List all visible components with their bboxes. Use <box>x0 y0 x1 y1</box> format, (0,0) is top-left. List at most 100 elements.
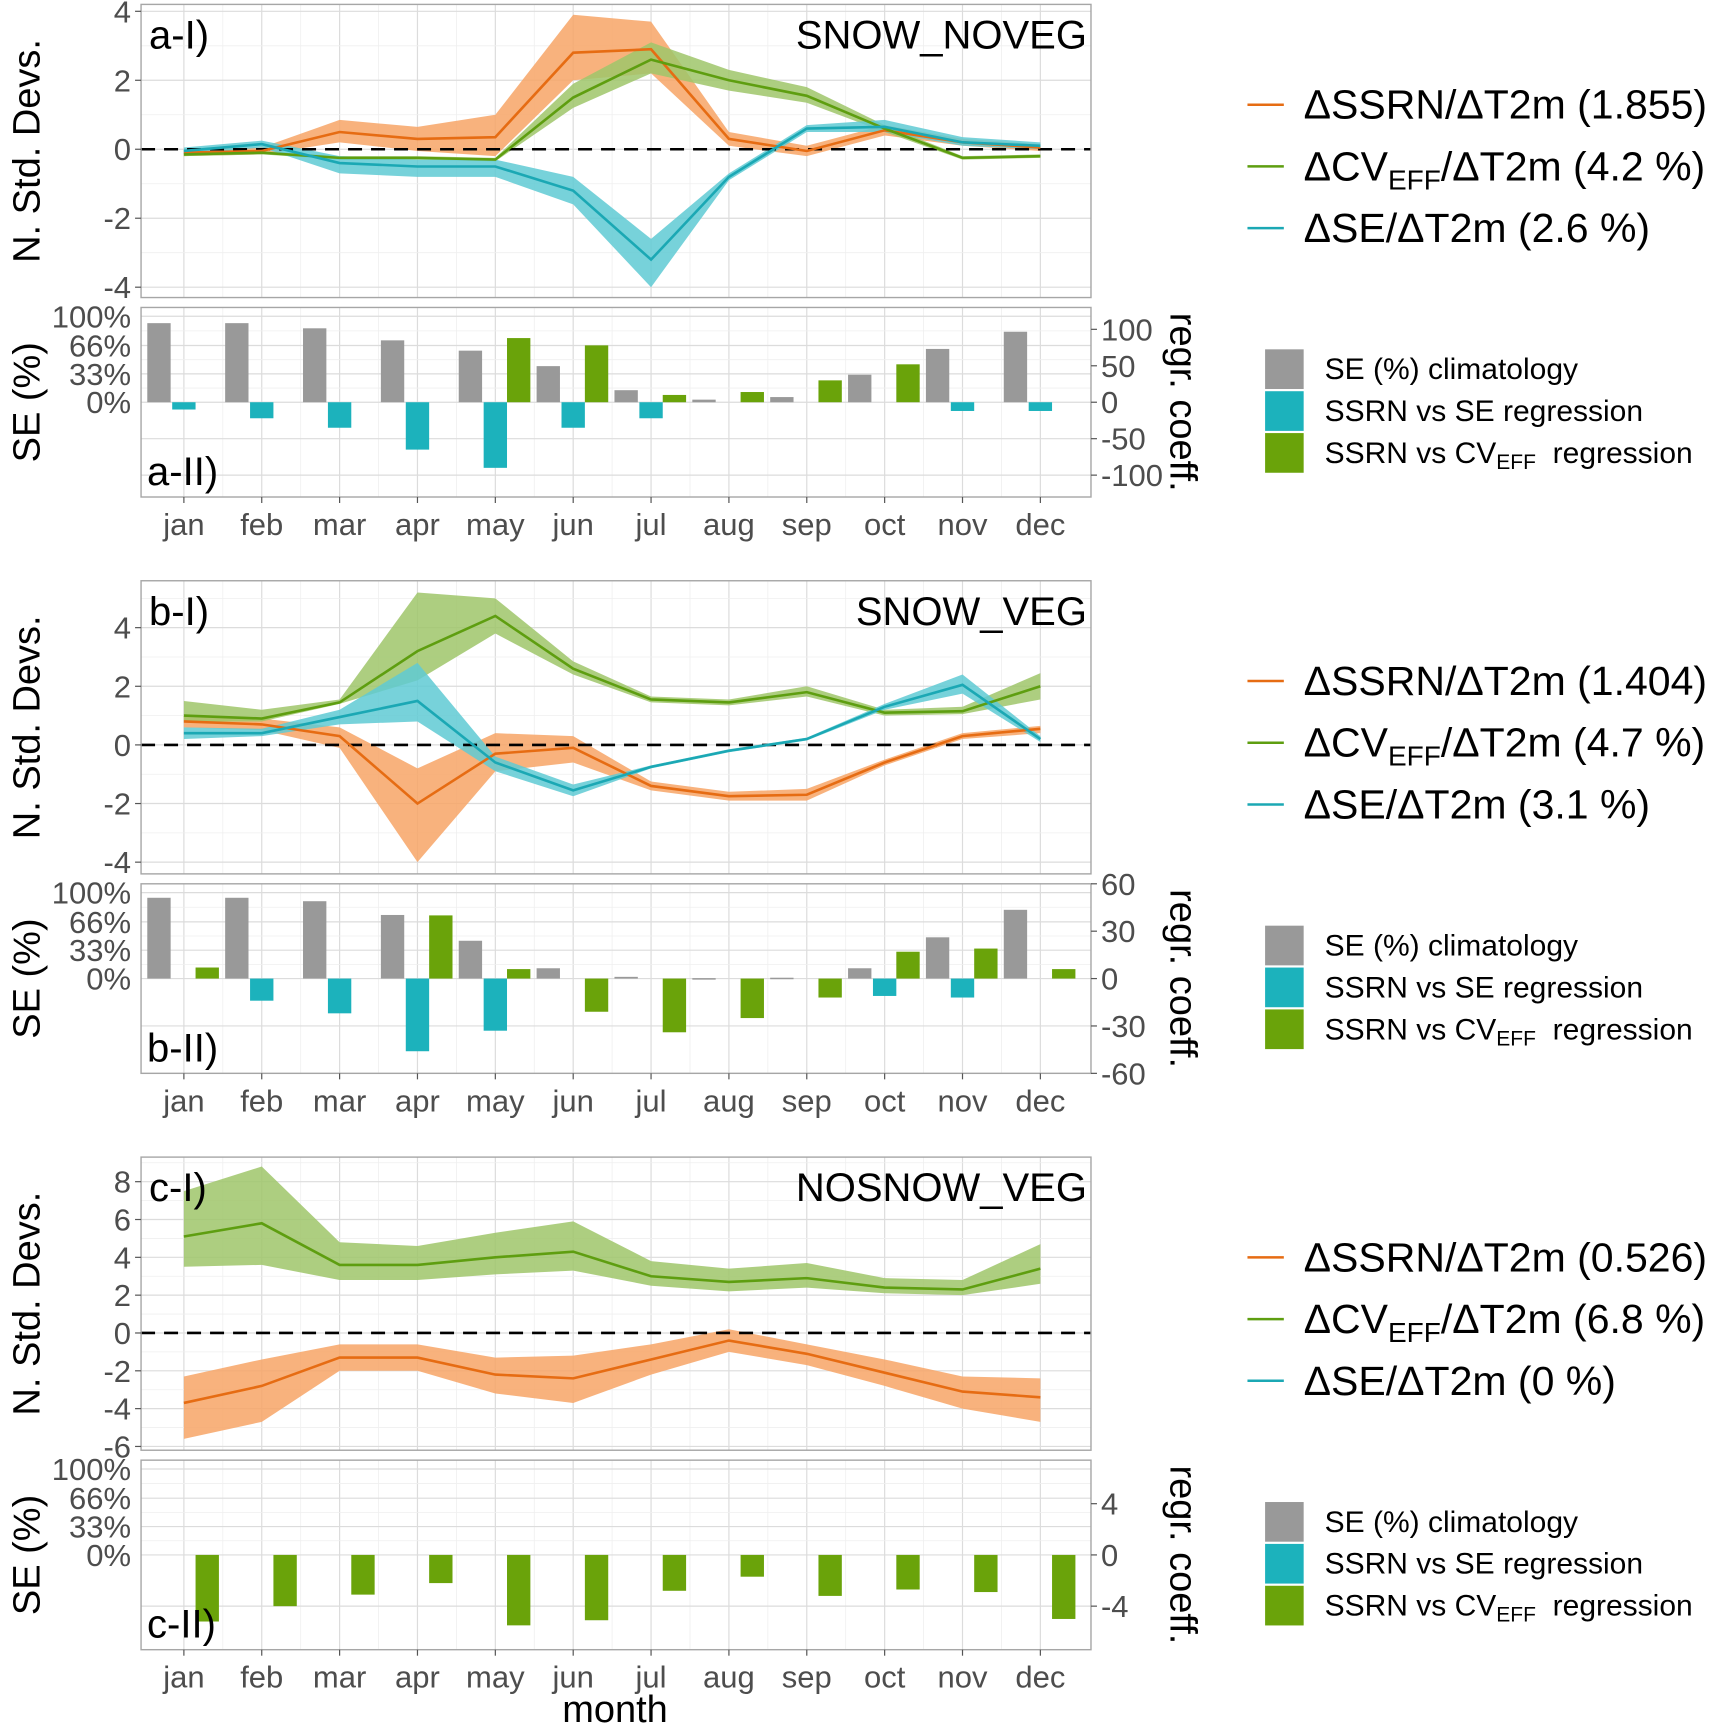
cyan-bar <box>327 978 352 1014</box>
y-tick-label: -2 <box>103 1354 131 1389</box>
grey-bar <box>614 976 638 979</box>
x-tick-label: feb <box>240 1083 283 1118</box>
grey-bar <box>303 901 327 979</box>
green-bar <box>662 978 687 1033</box>
cyan-bar <box>639 402 663 419</box>
right-tick-label: -50 <box>1101 422 1146 457</box>
panel-title: SNOW_VEG <box>856 590 1087 634</box>
grey-bar <box>458 940 483 979</box>
cv-legend-label: ΔCVEFF/ΔT2m (4.7 %) <box>1304 720 1706 772</box>
left-tick-label: 66% <box>69 1481 131 1516</box>
panel-tag: c-II) <box>147 1603 216 1647</box>
grey-bar <box>458 350 483 403</box>
x-tick-label: nov <box>938 1660 988 1695</box>
right-tick-label: -100 <box>1101 458 1163 493</box>
panel-title: SNOW_NOVEG <box>796 13 1087 57</box>
line-panel-plot-border <box>140 3 1092 299</box>
cyan-legend-swatch <box>1265 967 1304 1008</box>
line-legend: ΔSSRN/ΔT2m (1.855) ΔCVEFF/ΔT2m (4.2 %) ΔSE… <box>1247 82 1707 251</box>
bar-legend: SE (%) climatology SSRN vs SE regression S… <box>1265 349 1693 474</box>
y-tick-label: 4 <box>114 1240 131 1275</box>
x-tick-label: oct <box>864 1660 906 1695</box>
cv-confidence-band <box>183 1166 1041 1296</box>
bar-legend: SE (%) climatology SSRN vs SE regression S… <box>1265 925 1693 1050</box>
x-tick-label: may <box>466 507 525 542</box>
y-tick-label: 8 <box>114 1165 131 1200</box>
panel-tag: b-I) <box>149 590 209 634</box>
x-tick-label: aug <box>703 1083 755 1118</box>
left-tick-label: 100% <box>52 1452 131 1487</box>
x-tick-label: jan <box>162 507 204 542</box>
x-tick-label: oct <box>864 507 906 542</box>
cyan-bar <box>950 978 975 998</box>
x-tick-label: jan <box>162 1660 204 1695</box>
cyan-bar <box>405 978 430 1052</box>
cyan-bar <box>405 402 430 450</box>
x-tick-label: jun <box>552 1660 594 1695</box>
x-tick-label: jul <box>635 1660 667 1695</box>
grey-bar <box>925 348 950 403</box>
se-legend-label: ΔSE/ΔT2m (3.1 %) <box>1304 781 1650 827</box>
left-tick-label: 66% <box>69 328 131 363</box>
green-bar <box>974 1554 998 1593</box>
grey-bar <box>770 397 794 403</box>
cyan-legend-label: SSRN vs SE regression <box>1325 395 1643 428</box>
panel-tag: a-I) <box>149 13 209 57</box>
cv-confidence-band <box>183 42 1041 162</box>
cv-series-line <box>183 1221 1041 1291</box>
x-tick-label: nov <box>938 507 988 542</box>
grey-bar <box>770 977 794 980</box>
green-bar <box>896 364 920 403</box>
grey-legend-label: SE (%) climatology <box>1325 1506 1578 1539</box>
x-tick-label: mar <box>313 1083 366 1118</box>
green-legend-label: SSRN vs CVEFF regression <box>1325 437 1693 474</box>
right-tick-label: 0 <box>1101 385 1118 420</box>
x-tick-label: sep <box>782 507 832 542</box>
x-tick-label: jul <box>635 507 667 542</box>
bar-legend: SE (%) climatology SSRN vs SE regression S… <box>1265 1502 1693 1627</box>
green-bar <box>273 1554 297 1607</box>
green-bar <box>740 392 764 403</box>
green-bar <box>351 1554 375 1595</box>
y-tick-label: 4 <box>114 611 131 646</box>
green-legend-label: SSRN vs CVEFF regression <box>1325 1590 1693 1627</box>
x-tick-label: aug <box>703 507 755 542</box>
left-axis-title: SE (%) <box>7 342 49 462</box>
x-tick-label: oct <box>864 1083 906 1118</box>
bar-panel-cII: jan feb mar apr may jun jul aug sep oct nov dec 0%33… <box>7 1452 1204 1695</box>
cyan-legend-swatch <box>1265 1543 1304 1584</box>
green-bar <box>662 1554 687 1591</box>
se-series-line <box>183 125 1041 262</box>
left-tick-label: 33% <box>69 357 131 392</box>
left-axis-title: SE (%) <box>7 1495 49 1615</box>
green-bar <box>507 969 531 979</box>
green-bar <box>818 380 842 403</box>
right-axis-title: regr. coeff. <box>1161 313 1203 492</box>
left-tick-label: 0% <box>86 962 131 997</box>
grey-bar <box>303 328 327 403</box>
green-bar <box>507 1554 531 1626</box>
y-tick-label: -2 <box>103 787 131 822</box>
x-tick-label: apr <box>395 1660 440 1695</box>
ssrn-series-line <box>183 1339 1041 1405</box>
grey-bar <box>225 897 249 979</box>
x-tick-label: apr <box>395 507 440 542</box>
green-bar <box>584 345 609 403</box>
green-legend-swatch <box>1265 433 1304 473</box>
grey-legend-swatch <box>1265 1502 1304 1542</box>
cyan-bar <box>483 402 508 468</box>
grey-bar <box>536 968 560 979</box>
green-bar <box>818 978 842 998</box>
green-bar <box>974 948 998 979</box>
green-bar <box>195 967 219 979</box>
grey-bar <box>848 968 872 979</box>
green-bar <box>584 978 609 1012</box>
right-tick-label: 30 <box>1101 914 1135 949</box>
y-tick-label: -4 <box>103 270 131 305</box>
cyan-legend-label: SSRN vs SE regression <box>1325 1548 1643 1581</box>
green-bar <box>818 1554 842 1596</box>
x-tick-label: feb <box>240 507 283 542</box>
cyan-bar <box>327 402 352 428</box>
